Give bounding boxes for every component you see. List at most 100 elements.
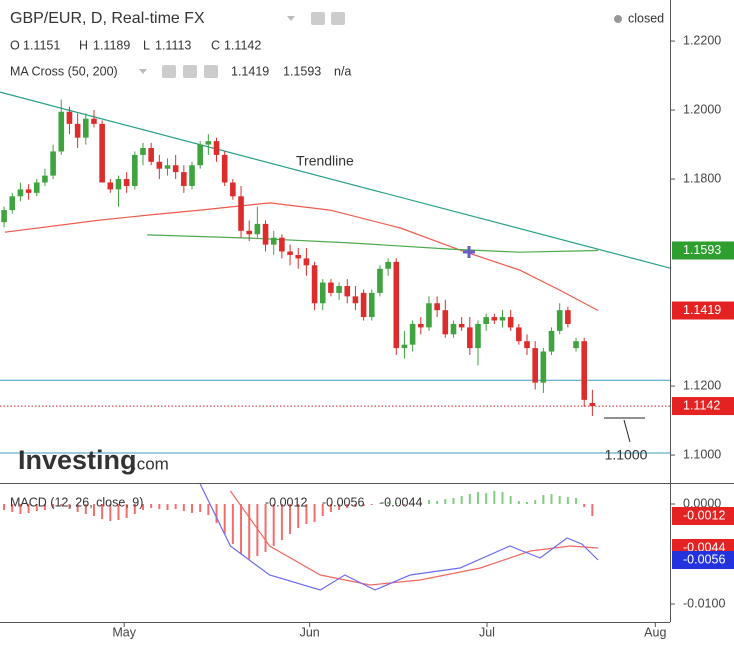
ohlc-value: 1.1113	[155, 38, 191, 52]
price-tag	[672, 301, 734, 320]
candle-body	[205, 141, 212, 145]
candle-body	[148, 148, 154, 162]
histogram-bar	[207, 504, 210, 515]
histogram-bar	[509, 496, 512, 504]
settings-icon[interactable]	[331, 12, 345, 25]
candle-body	[246, 230, 253, 235]
histogram-bar	[297, 504, 300, 528]
histogram-bar	[191, 504, 194, 513]
candle-body	[434, 303, 440, 311]
histogram-bar	[182, 504, 185, 511]
histogram-bar	[313, 504, 316, 522]
value-tag-label: -0.0056	[683, 552, 725, 566]
candle-body	[409, 323, 416, 345]
candle-body	[548, 330, 555, 352]
candle-body	[540, 351, 547, 383]
candle-body	[213, 141, 220, 155]
candle-body	[172, 165, 179, 173]
histogram-bar	[223, 504, 226, 534]
indicator-value: 1.1419	[231, 64, 269, 78]
candle-body	[91, 118, 97, 124]
candle-body	[66, 111, 73, 124]
candle-body	[319, 282, 326, 304]
candle-body	[516, 327, 522, 342]
histogram-bar	[526, 502, 529, 504]
dropdown-caret[interactable]	[139, 69, 147, 74]
histogram-bar	[452, 498, 455, 504]
candle-body	[401, 344, 408, 349]
histogram-bar	[19, 504, 22, 514]
macd-value: -0.0044	[380, 495, 422, 509]
candle-body	[483, 317, 489, 324]
histogram-bar	[321, 504, 324, 516]
candle-body	[287, 251, 293, 255]
value-tag	[672, 507, 734, 525]
market-status: closed	[628, 11, 664, 25]
candle-body	[123, 179, 130, 186]
histogram-bar	[60, 504, 63, 506]
macd-line	[199, 484, 599, 591]
histogram-bar	[427, 500, 430, 504]
histogram-bar	[370, 504, 373, 505]
y-tick-label: 1.1000	[683, 447, 721, 461]
ohlc-value: 1.1142	[224, 38, 261, 52]
candle-body	[230, 182, 236, 197]
candle-body	[33, 182, 40, 193]
candle-body	[377, 268, 383, 293]
candle-body	[164, 165, 171, 169]
candle-body	[573, 341, 579, 349]
eye-icon[interactable]	[311, 12, 325, 25]
histogram-bar	[419, 502, 422, 504]
histogram-bar	[289, 504, 292, 534]
close-icon[interactable]	[204, 65, 218, 78]
price-tag-label: 1.1142	[683, 398, 720, 412]
y-tick-label: -0.0100	[683, 596, 725, 610]
histogram-bar	[517, 501, 520, 504]
trendline-label: Trendline	[296, 153, 354, 169]
candle-body	[189, 165, 195, 186]
histogram-bar	[199, 504, 202, 512]
candle-body	[360, 292, 367, 318]
candle-body	[499, 317, 506, 321]
settings-icon[interactable]	[183, 65, 197, 78]
value-tag	[672, 551, 734, 569]
value-tag-label: -0.0012	[683, 508, 725, 522]
ohlc-label: H	[79, 38, 88, 52]
histogram-bar	[534, 500, 537, 504]
histogram-bar	[101, 504, 104, 519]
histogram-bar	[68, 504, 71, 509]
histogram-bar	[444, 499, 447, 504]
candle-body	[99, 123, 105, 183]
histogram-bar	[35, 504, 38, 511]
candle-body	[270, 237, 277, 245]
candle-body	[556, 310, 563, 331]
candle-body	[221, 154, 228, 183]
candle-body	[467, 327, 473, 349]
macd-value: -0.0012	[265, 495, 307, 509]
histogram-bar	[542, 495, 545, 504]
histogram-bar	[395, 503, 398, 504]
candle-body	[532, 348, 538, 383]
histogram-bar	[166, 504, 169, 510]
candle-body	[58, 111, 65, 152]
dropdown-caret[interactable]	[287, 16, 295, 21]
histogram-bar	[280, 504, 283, 540]
candle-body	[426, 303, 432, 328]
histogram-bar	[566, 497, 569, 504]
histogram-bar	[485, 493, 488, 504]
callout-line	[604, 417, 645, 443]
histogram-bar	[117, 504, 120, 520]
histogram-bar	[27, 504, 30, 513]
histogram-bar	[362, 504, 365, 506]
chart-title: GBP/EUR, D, Real-time FX	[10, 10, 205, 27]
eye-icon[interactable]	[162, 65, 176, 78]
histogram-bar	[240, 504, 243, 554]
moving-average	[4, 202, 599, 312]
histogram-bar	[575, 498, 578, 504]
histogram-bar	[174, 504, 177, 509]
candle-body	[25, 189, 32, 193]
candle-body	[254, 223, 261, 235]
candle-body	[42, 175, 48, 183]
y-tick-label: 1.1800	[683, 171, 721, 185]
